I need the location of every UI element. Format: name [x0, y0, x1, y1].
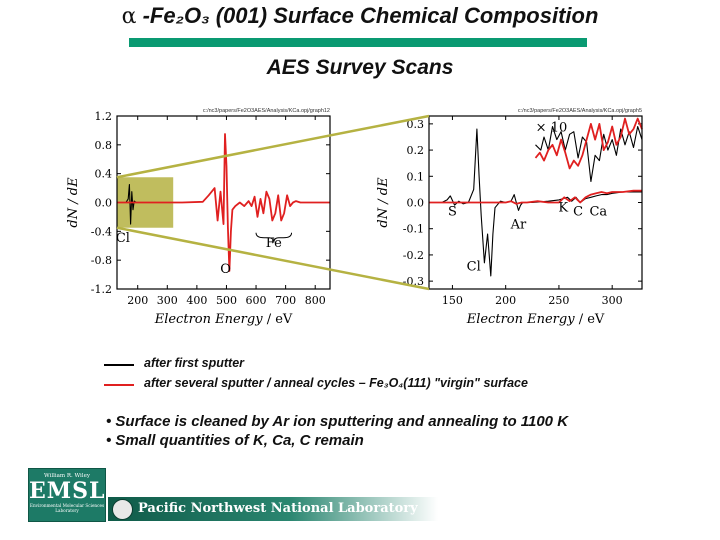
plot-frame — [428, 115, 643, 290]
x-tick-label: 500 — [216, 294, 237, 307]
x-axis-label: Electron Energy / eV — [154, 312, 293, 327]
file-path-label: c:/nc3/papers/Fe2O3AES/Analysis/KCa.opj/… — [518, 108, 642, 114]
y-tick-label: 1.2 — [95, 110, 113, 123]
peak-label: Cl — [116, 231, 130, 246]
peak-label: Cl — [467, 260, 481, 275]
bullet-2: • Small quantities of K, Ca, C remain — [106, 432, 364, 449]
plot-frame — [116, 115, 331, 290]
slide-title: α -Fe₂O₃ (001) Surface Chemical Composit… — [0, 3, 720, 29]
y-tick-label: -0.2 — [403, 249, 424, 262]
zoom-connectors — [116, 114, 430, 291]
peak-label: C — [573, 205, 583, 220]
connector-line — [116, 226, 430, 291]
x-tick-label: 150 — [442, 294, 463, 307]
x-tick-label: 400 — [186, 294, 207, 307]
subtitle: AES Survey Scans — [266, 56, 454, 79]
title-alpha-symbol: α — [121, 4, 137, 29]
y-tick-label: -0.8 — [91, 254, 112, 267]
peak-label: Fe — [266, 236, 282, 251]
fe-brace — [255, 232, 293, 243]
zoom-chart: 150 200 250 300-0.3-0.2-0.10.00.10.20.3c:/n… — [376, 108, 643, 327]
peak-label: K — [558, 201, 568, 216]
y-axis-label: dN / dE — [376, 177, 391, 228]
survey-chart: 200 300 400 500 600 700 800 -1.2 -0.8 -0.4 0.0 0.4 0… — [66, 108, 331, 327]
legend: after first sputter after several sputte… — [104, 355, 664, 395]
emsl-logo-top-text: William R. Wiley — [44, 473, 90, 479]
legend-swatch-red — [104, 384, 134, 386]
y-axis-label: dN / dE — [66, 177, 81, 228]
title-divider — [129, 38, 587, 47]
legend-label-black: after first sputter — [144, 356, 245, 370]
y-tick-label: 0.0 — [95, 197, 113, 210]
x-tick-label: 800 — [305, 294, 326, 307]
y-tick-label: 0.2 — [407, 144, 425, 157]
series-line — [117, 133, 330, 272]
pnnl-banner — [108, 497, 438, 521]
y-tick-label: -0.1 — [403, 223, 424, 236]
x-tick-label: 600 — [246, 294, 267, 307]
x-tick-label: 300 — [602, 294, 623, 307]
peak-label: × 10 — [536, 121, 568, 136]
y-tick-label: 0.4 — [95, 168, 113, 181]
peak-label: O — [220, 262, 231, 277]
y-tick-label: 0.3 — [407, 118, 425, 131]
emsl-logo-subtext: Environmental Molecular Sciences Laborat… — [29, 503, 105, 513]
emsl-logo-text: EMSL — [29, 478, 106, 504]
series-line — [535, 125, 643, 183]
x-tick-label: 250 — [548, 294, 569, 307]
y-tick-label: 0.1 — [407, 170, 425, 183]
x-tick-label: 700 — [275, 294, 296, 307]
lab-name: Pacific Northwest National Laboratory — [138, 501, 418, 516]
doe-seal-icon — [112, 499, 133, 520]
bullet-1: • Surface is cleaned by Ar ion sputterin… — [106, 413, 569, 430]
title-text: -Fe₂O₃ (001) Surface Chemical Compositio… — [136, 3, 599, 28]
peak-label: Ar — [510, 218, 527, 233]
series-line — [534, 117, 643, 170]
file-path-label: c:/nc3/papers/Fe2O3AES/Analysis/KCa.opj/… — [203, 108, 330, 114]
emsl-logo: William R. Wiley EMSL Environmental Mole… — [28, 468, 106, 522]
x-tick-label: 200 — [127, 294, 148, 307]
series-line — [429, 189, 642, 205]
peak-label: S — [448, 205, 457, 220]
x-axis-label: Electron Energy / eV — [466, 312, 605, 327]
connector-line — [116, 114, 430, 179]
x-tick-label: 300 — [157, 294, 178, 307]
y-tick-label: -1.2 — [91, 283, 112, 296]
x-tick-label: 200 — [495, 294, 516, 307]
legend-swatch-black — [104, 364, 134, 366]
y-tick-label: 0.8 — [95, 139, 113, 152]
y-tick-label: 0.0 — [407, 197, 425, 210]
legend-label-red: after several sputter / anneal cycles – … — [144, 376, 528, 390]
y-tick-label: -0.4 — [91, 225, 112, 238]
peak-label: Ca — [589, 205, 607, 220]
